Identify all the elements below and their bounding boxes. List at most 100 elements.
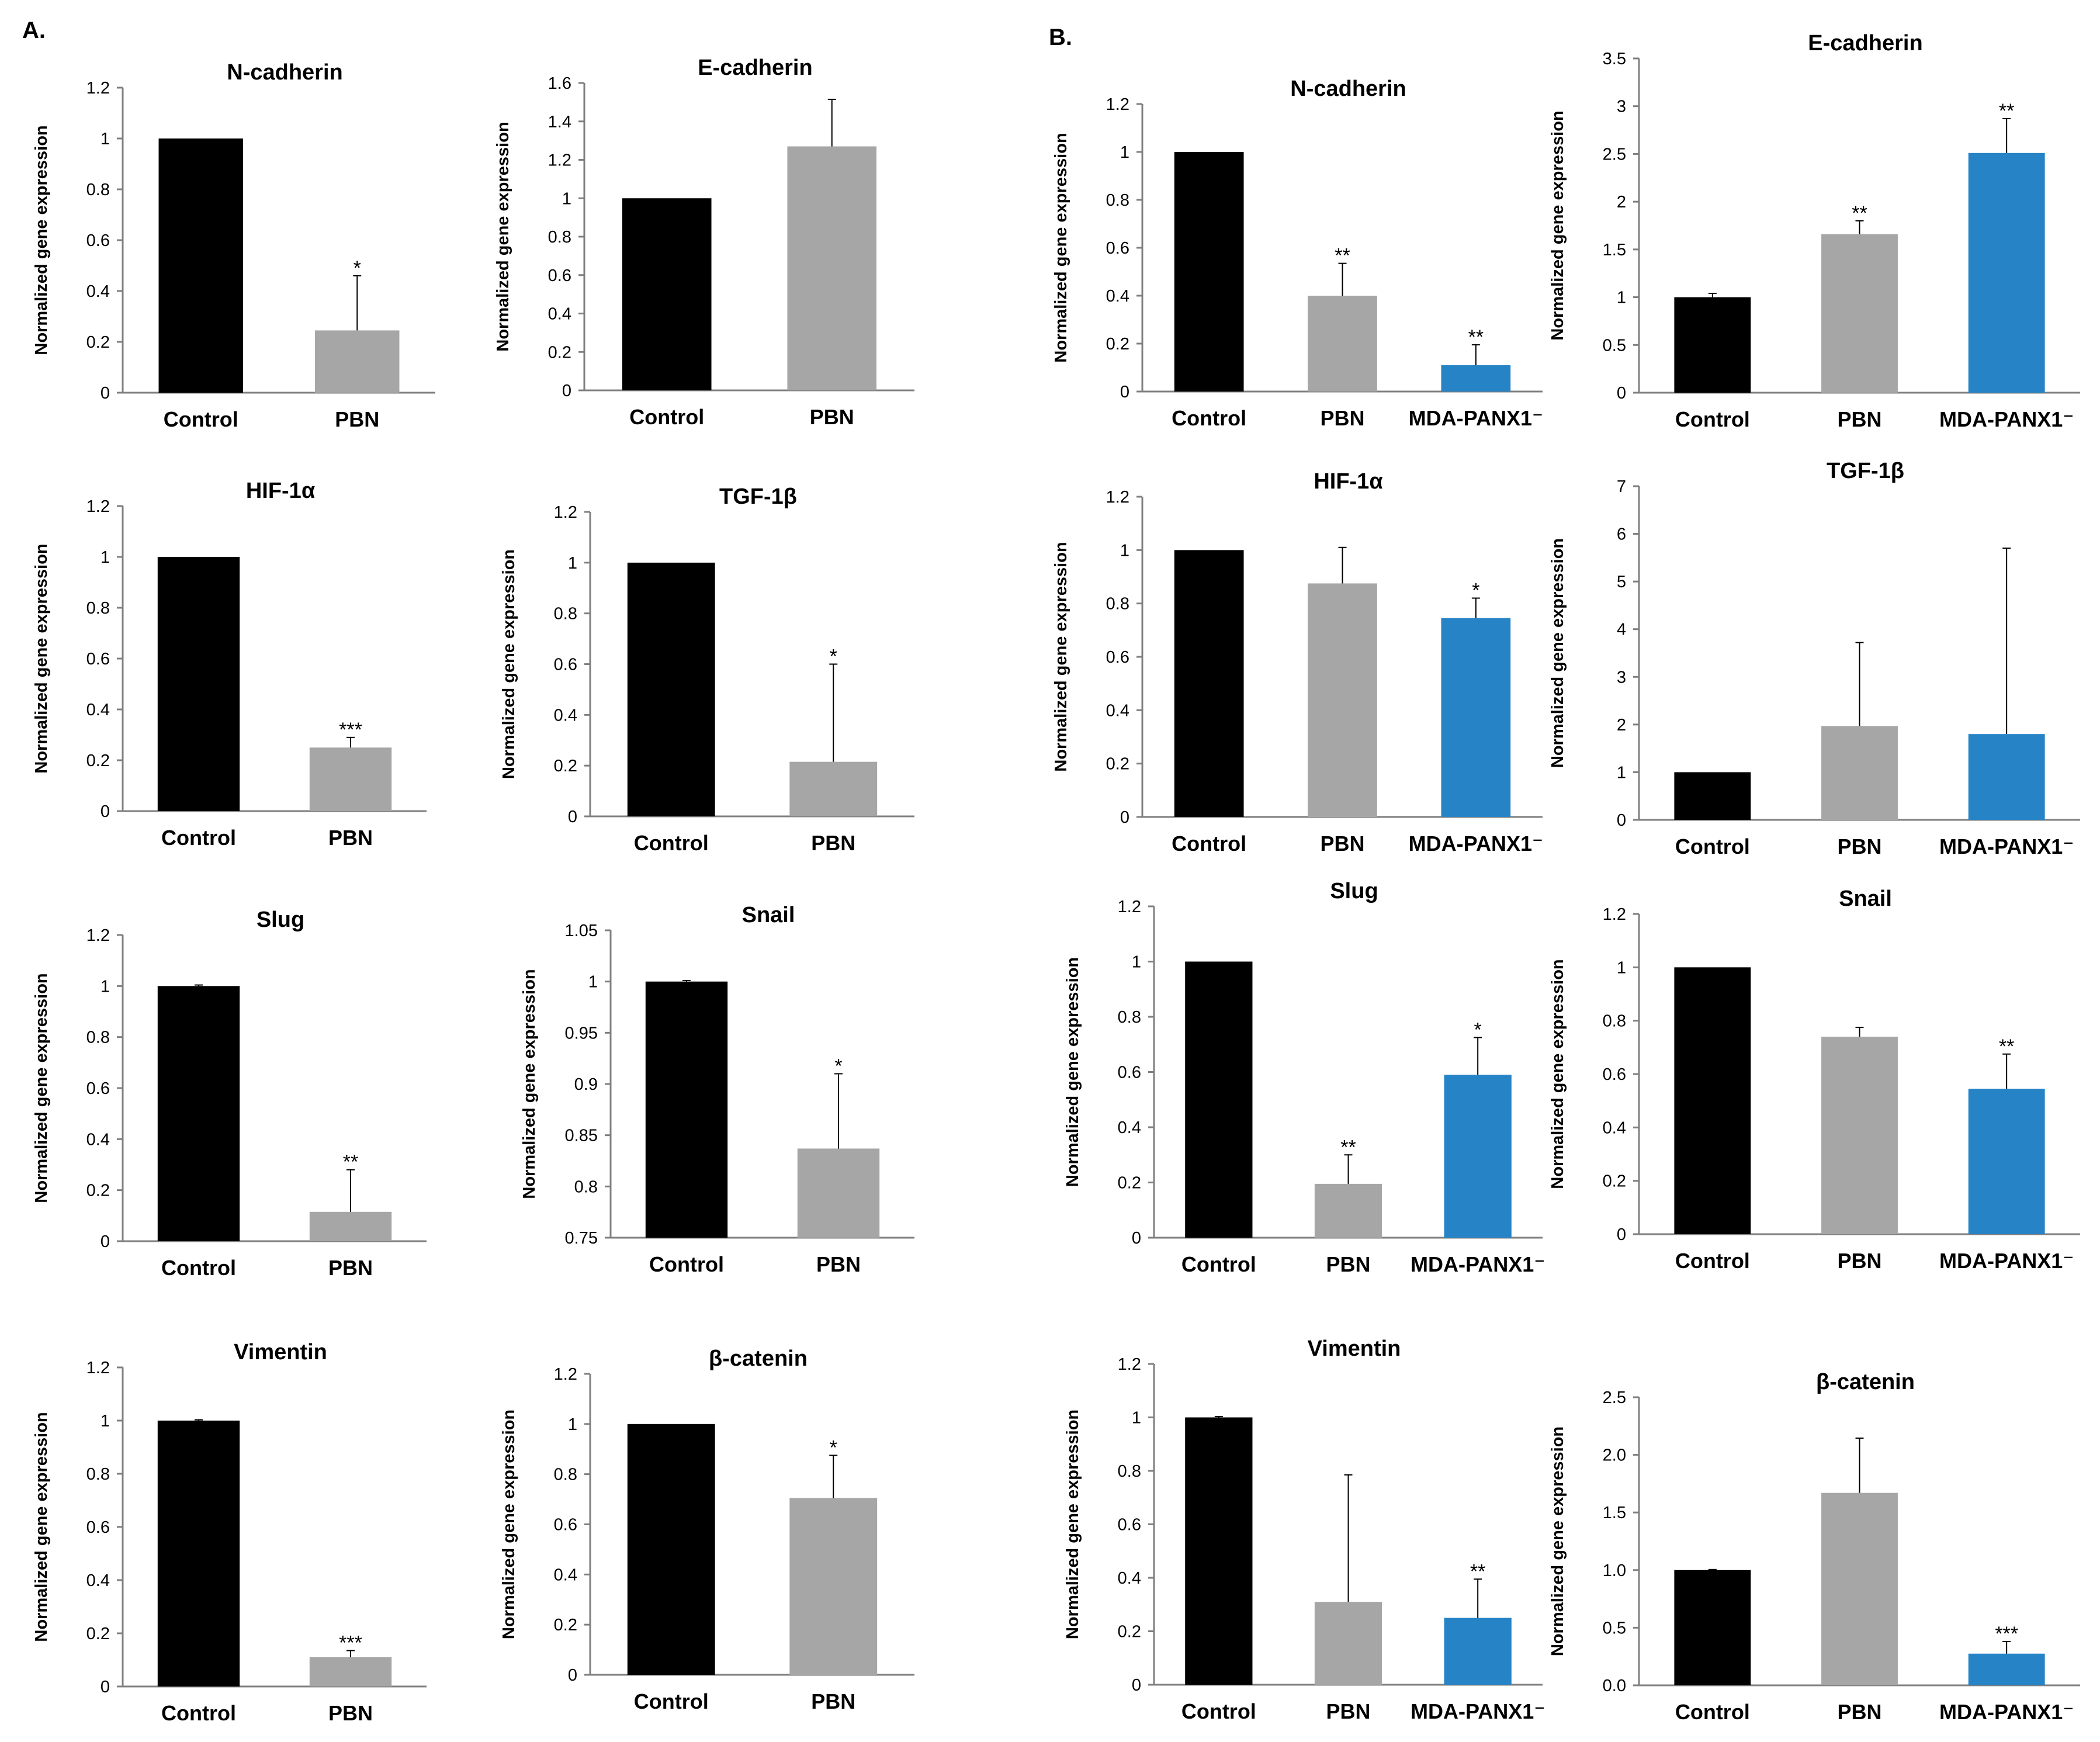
chart-a-0: N-cadherin Normalized gene expression 0 0.2…: [32, 60, 435, 431]
significance-mark: **: [1335, 245, 1350, 267]
y-tick-label: 0.2: [86, 1182, 110, 1200]
bar: [1444, 1075, 1512, 1238]
bar: [1674, 297, 1751, 393]
category-label: Control: [1675, 834, 1750, 858]
bar: [789, 761, 878, 816]
y-axis-label: Normalized gene expression: [1052, 542, 1070, 771]
y-tick-label: 1: [1132, 1409, 1141, 1428]
y-tick-label: 1: [101, 1412, 110, 1431]
y-axis-label: Normalized gene expression: [500, 1409, 518, 1639]
y-tick-label: 0.2: [86, 1625, 110, 1643]
y-tick-label: 0.8: [1118, 1462, 1141, 1481]
y-tick-label: 0.4: [86, 1130, 110, 1149]
significance-mark: *: [1472, 580, 1479, 602]
significance-mark: **: [1470, 1560, 1485, 1582]
bar: [157, 986, 240, 1241]
y-tick-label: 0.5: [1603, 336, 1626, 355]
y-tick-label: 1.2: [554, 1365, 577, 1384]
y-tick-label: 3: [1617, 668, 1626, 687]
y-tick-label: 1.2: [86, 497, 110, 516]
chart-b-10: Slug Normalized gene expression 0 0.2 0.4 0.6…: [1063, 879, 1545, 1276]
bar: [1968, 1653, 2045, 1685]
category-label: PBN: [328, 1701, 373, 1725]
chart-a-8: Slug Normalized gene expression 0 0.2 0.4 0.6…: [32, 908, 427, 1280]
y-tick-label: 0.0: [1603, 1677, 1626, 1695]
y-tick-label: 0: [101, 384, 110, 403]
chart-title: N-cadherin: [227, 60, 342, 85]
y-tick-label: 0: [1120, 383, 1129, 401]
y-tick-label: 4: [1617, 621, 1626, 639]
category-label: MDA-PANX1⁻: [1409, 406, 1543, 430]
y-tick-label: 0.6: [554, 1516, 577, 1535]
y-tick-label: 0.8: [86, 1465, 110, 1484]
bar: [1674, 1570, 1751, 1685]
y-tick-label: 1.2: [1118, 898, 1141, 916]
y-tick-label: 0.8: [86, 181, 110, 199]
category-label: MDA-PANX1⁻: [1939, 1700, 2074, 1724]
y-tick-label: 3.5: [1603, 50, 1626, 68]
category-label: MDA-PANX1⁻: [1939, 1249, 2074, 1273]
chart-a-5: TGF-1β Normalized gene expression 0 0.2 0.4 0…: [500, 484, 914, 855]
y-tick-label: 6: [1617, 525, 1626, 544]
chart-b-11: Snail Normalized gene expression 0 0.2 0.4 0.…: [1548, 886, 2080, 1273]
y-tick-label: 0.2: [554, 757, 577, 775]
y-axis-label: Normalized gene expression: [32, 543, 51, 773]
y-tick-label: 1.2: [86, 1359, 110, 1377]
y-tick-label: 0: [101, 1678, 110, 1696]
y-tick-label: 1: [1120, 143, 1129, 162]
bar: [1821, 726, 1898, 820]
bar: [627, 562, 715, 816]
y-tick-label: 0: [1617, 1225, 1626, 1244]
bar: [1674, 772, 1751, 820]
category-label: Control: [1172, 406, 1246, 430]
y-tick-label: 0: [568, 808, 577, 826]
y-tick-label: 1: [1617, 289, 1626, 307]
chart-b-14: Vimentin Normalized gene expression 0 0.2 0.…: [1063, 1336, 1545, 1723]
chart-title: TGF-1β: [1827, 459, 1904, 483]
category-label: PBN: [811, 1689, 855, 1713]
y-tick-label: 1.2: [86, 79, 110, 98]
chart-title: N-cadherin: [1290, 77, 1406, 101]
chart-b-15: β-catenin Normalized gene expression 0.0 0.…: [1548, 1370, 2080, 1724]
y-axis-label: Normalized gene expression: [500, 549, 518, 779]
y-tick-label: 0: [1617, 811, 1626, 830]
y-tick-label: 0.2: [1118, 1174, 1141, 1193]
y-tick-label: 0.4: [554, 1566, 577, 1584]
category-label: Control: [161, 826, 236, 850]
chart-b-3: E-cadherin Normalized gene expression 0 0.5…: [1548, 31, 2080, 431]
y-tick-label: 0.4: [86, 1571, 110, 1590]
chart-title: HIF-1α: [1314, 469, 1382, 494]
bar: [1968, 153, 2045, 393]
category-label: MDA-PANX1⁻: [1411, 1252, 1545, 1276]
y-tick-label: 0.4: [1106, 701, 1129, 720]
chart-a-4: HIF-1α Normalized gene expression 0 0.2 0.4 0…: [32, 479, 427, 850]
y-tick-label: 0: [1132, 1229, 1141, 1248]
panel-b-label: B.: [1049, 25, 1072, 50]
bar: [1968, 1089, 2045, 1234]
y-axis-label: Normalized gene expression: [1063, 957, 1082, 1187]
significance-mark: **: [343, 1151, 358, 1173]
y-tick-label: 0.2: [1106, 335, 1129, 354]
category-label: PBN: [1837, 1249, 1881, 1273]
bar: [309, 1657, 392, 1686]
category-label: PBN: [1837, 834, 1881, 858]
y-tick-label: 1: [1617, 763, 1626, 782]
y-tick-label: 0: [568, 1666, 577, 1685]
chart-title: TGF-1β: [719, 484, 797, 509]
category-label: MDA-PANX1⁻: [1939, 407, 2074, 431]
bar: [797, 1148, 880, 1238]
category-label: Control: [161, 1256, 236, 1280]
y-axis-label: Normalized gene expression: [1548, 1426, 1567, 1656]
y-tick-label: 1.4: [548, 113, 571, 131]
bar: [158, 138, 243, 393]
y-tick-label: 1.2: [1106, 488, 1129, 507]
y-tick-label: 0.6: [548, 266, 571, 285]
chart-b-6: HIF-1α Normalized gene expression 0 0.2 0.4 0…: [1052, 469, 1543, 856]
y-tick-label: 2.0: [1603, 1446, 1626, 1465]
y-tick-label: 0.4: [1603, 1118, 1626, 1137]
y-tick-label: 0.4: [86, 701, 110, 719]
bar: [157, 557, 240, 811]
significance-mark: *: [834, 1055, 842, 1077]
chart-a-12: Vimentin Normalized gene expression 0 0.2 0.…: [32, 1340, 427, 1725]
